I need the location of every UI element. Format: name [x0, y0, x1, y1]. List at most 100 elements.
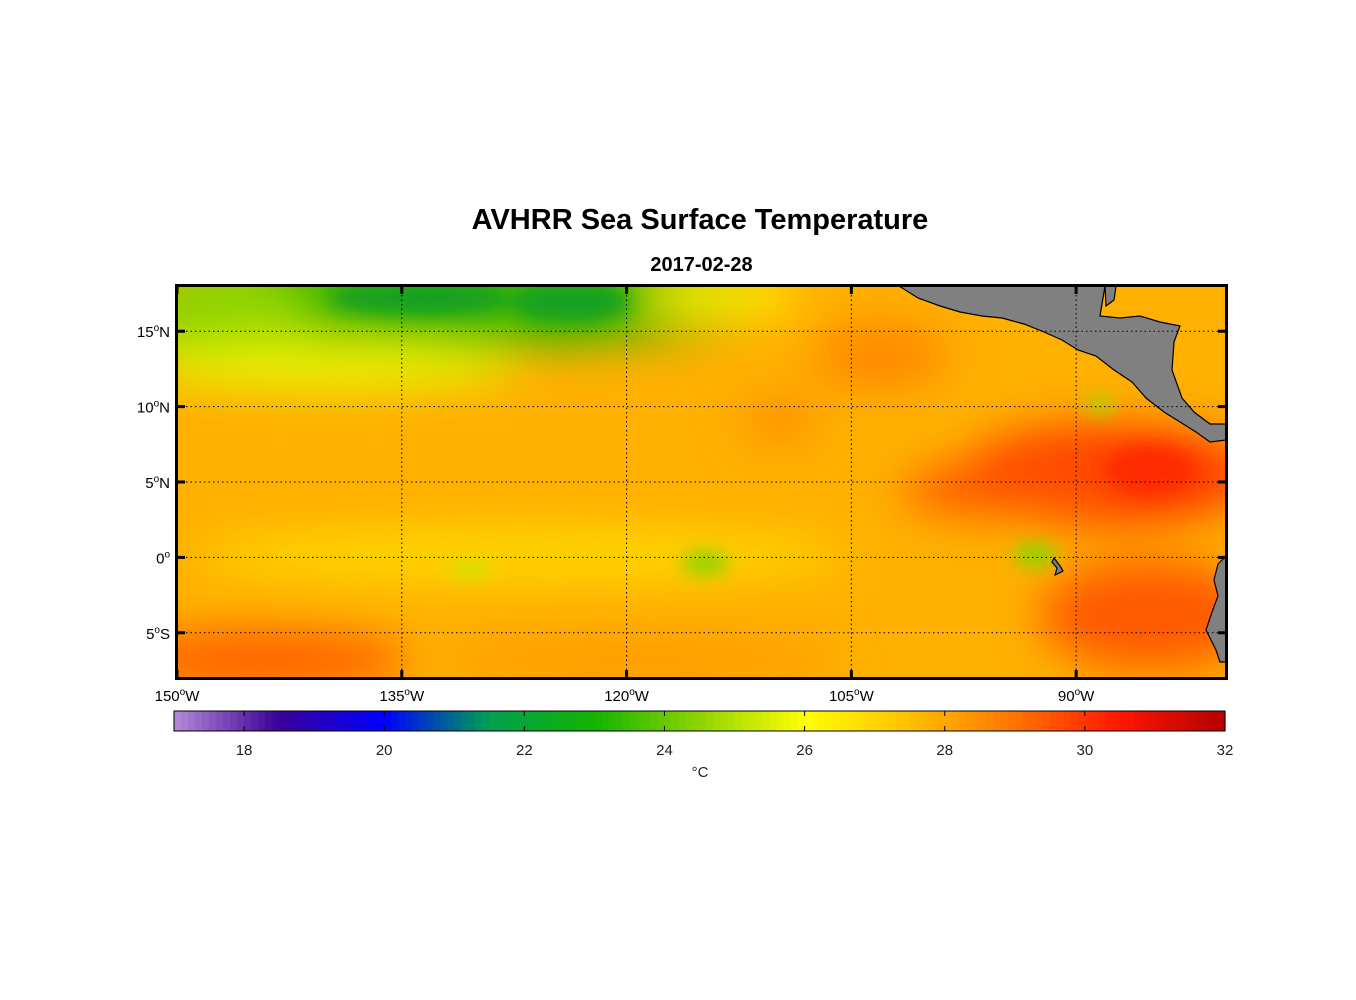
colorbar-segment [867, 711, 876, 731]
colorbar-segment [594, 711, 603, 731]
colorbar-segment [811, 711, 820, 731]
lon-tick-label: 120oW [604, 687, 650, 705]
lon-tick-label: 105oW [829, 687, 875, 705]
colorbar-segment [475, 711, 483, 731]
colorbar-segment [608, 711, 617, 731]
colorbar-segment [1000, 711, 1009, 731]
colorbar-segment [272, 711, 280, 731]
colorbar-segment [1028, 711, 1037, 731]
colorbar-segment [174, 711, 182, 731]
colorbar-segment [888, 711, 897, 731]
colorbar-segment [202, 711, 210, 731]
colorbar-segment [1140, 711, 1149, 731]
colorbar-segment [1105, 711, 1114, 731]
colorbar-segment [706, 711, 715, 731]
colorbar-segment [489, 711, 497, 731]
colorbar-segment [727, 711, 736, 731]
colorbar-segment [678, 711, 687, 731]
map-title: AVHRR Sea Surface Temperature [471, 204, 929, 236]
lat-tick-label: 15oN [137, 323, 170, 341]
colorbar-segment [629, 711, 638, 731]
colorbar-segment [328, 711, 336, 731]
colorbar-segment [825, 711, 834, 731]
colorbar-segment [958, 711, 967, 731]
colorbar-segment [251, 711, 259, 731]
colorbar-segment [1126, 711, 1135, 731]
colorbar-segment [622, 711, 631, 731]
colorbar-segment [860, 711, 869, 731]
colorbar-segment [1154, 711, 1163, 731]
colorbar-segment [1203, 711, 1212, 731]
colorbar-segment [440, 711, 448, 731]
colorbar-segment [1063, 711, 1072, 731]
colorbar-segment [895, 711, 904, 731]
lon-tick-label: 150oW [155, 687, 201, 705]
colorbar-segment [405, 711, 413, 731]
colorbar-segment [671, 711, 680, 731]
colorbar-segment [916, 711, 925, 731]
colorbar-segment [545, 711, 553, 731]
colorbar-segment [580, 711, 588, 731]
colorbar-segment [741, 711, 750, 731]
colorbar-segment [1189, 711, 1198, 731]
colorbar-segment [216, 711, 224, 731]
colorbar-segment [1119, 711, 1128, 731]
colorbar-segment [307, 711, 315, 731]
colorbar-segment [300, 711, 308, 731]
colorbar-segment [650, 711, 659, 731]
colorbar-segment [552, 711, 560, 731]
colorbar-tick-label: 32 [1217, 742, 1234, 759]
colorbar-segment [874, 711, 883, 731]
colorbar-segment [853, 711, 862, 731]
colorbar-tick-label: 24 [656, 742, 673, 759]
colorbar-segment [384, 711, 392, 731]
colorbar-segment [1098, 711, 1107, 731]
colorbar-segment [1035, 711, 1044, 731]
colorbar-segment [951, 711, 960, 731]
sst-field [177, 286, 1226, 678]
colorbar-segment [930, 711, 939, 731]
colorbar-segment [1133, 711, 1142, 731]
lat-tick-label: 10oN [137, 399, 170, 417]
colorbar-segment [846, 711, 855, 731]
lat-tick-label: 5oN [145, 474, 170, 492]
colorbar-segment [818, 711, 827, 731]
colorbar-segment [230, 711, 238, 731]
lat-tick-label: 0o [156, 549, 170, 567]
colorbar-segment [615, 711, 624, 731]
colorbar-segment [1168, 711, 1177, 731]
colorbar-segment [468, 711, 476, 731]
colorbar-segment [181, 711, 189, 731]
colorbar: 18 20 22 24 26 28 30 32 [173, 710, 1234, 759]
colorbar-units-label: °C [691, 764, 709, 781]
colorbar-segment [1091, 711, 1100, 731]
map-frame [175, 284, 1228, 680]
gridlines [177, 286, 1226, 678]
colorbar-segment [797, 711, 806, 731]
colorbar-segment [370, 711, 378, 731]
colorbar-tick-label: 20 [376, 742, 393, 759]
lon-tick-label: 90oW [1058, 687, 1095, 705]
colorbar-segment [1021, 711, 1030, 731]
colorbar-segment [902, 711, 911, 731]
colorbar-segment [1112, 711, 1121, 731]
colorbar-segment [1007, 711, 1016, 731]
lat-tick-label: 5oS [146, 625, 170, 643]
colorbar-segment [363, 711, 371, 731]
colorbar-segment [538, 711, 546, 731]
colorbar-segment [1210, 711, 1219, 731]
colorbar-segment [839, 711, 848, 731]
lon-tick-label: 135oW [379, 687, 425, 705]
colorbar-segment [503, 711, 511, 731]
colorbar-segment [377, 711, 385, 731]
colorbar-segment [790, 711, 799, 731]
colorbar-segment [713, 711, 722, 731]
colorbar-segment [986, 711, 995, 731]
colorbar-tick-label: 30 [1077, 742, 1094, 759]
colorbar-segment [293, 711, 301, 731]
colorbar-segment [482, 711, 490, 731]
colorbar-segment [832, 711, 841, 731]
colorbar-segment [195, 711, 203, 731]
colorbar-segment [286, 711, 294, 731]
colorbar-segment [692, 711, 701, 731]
